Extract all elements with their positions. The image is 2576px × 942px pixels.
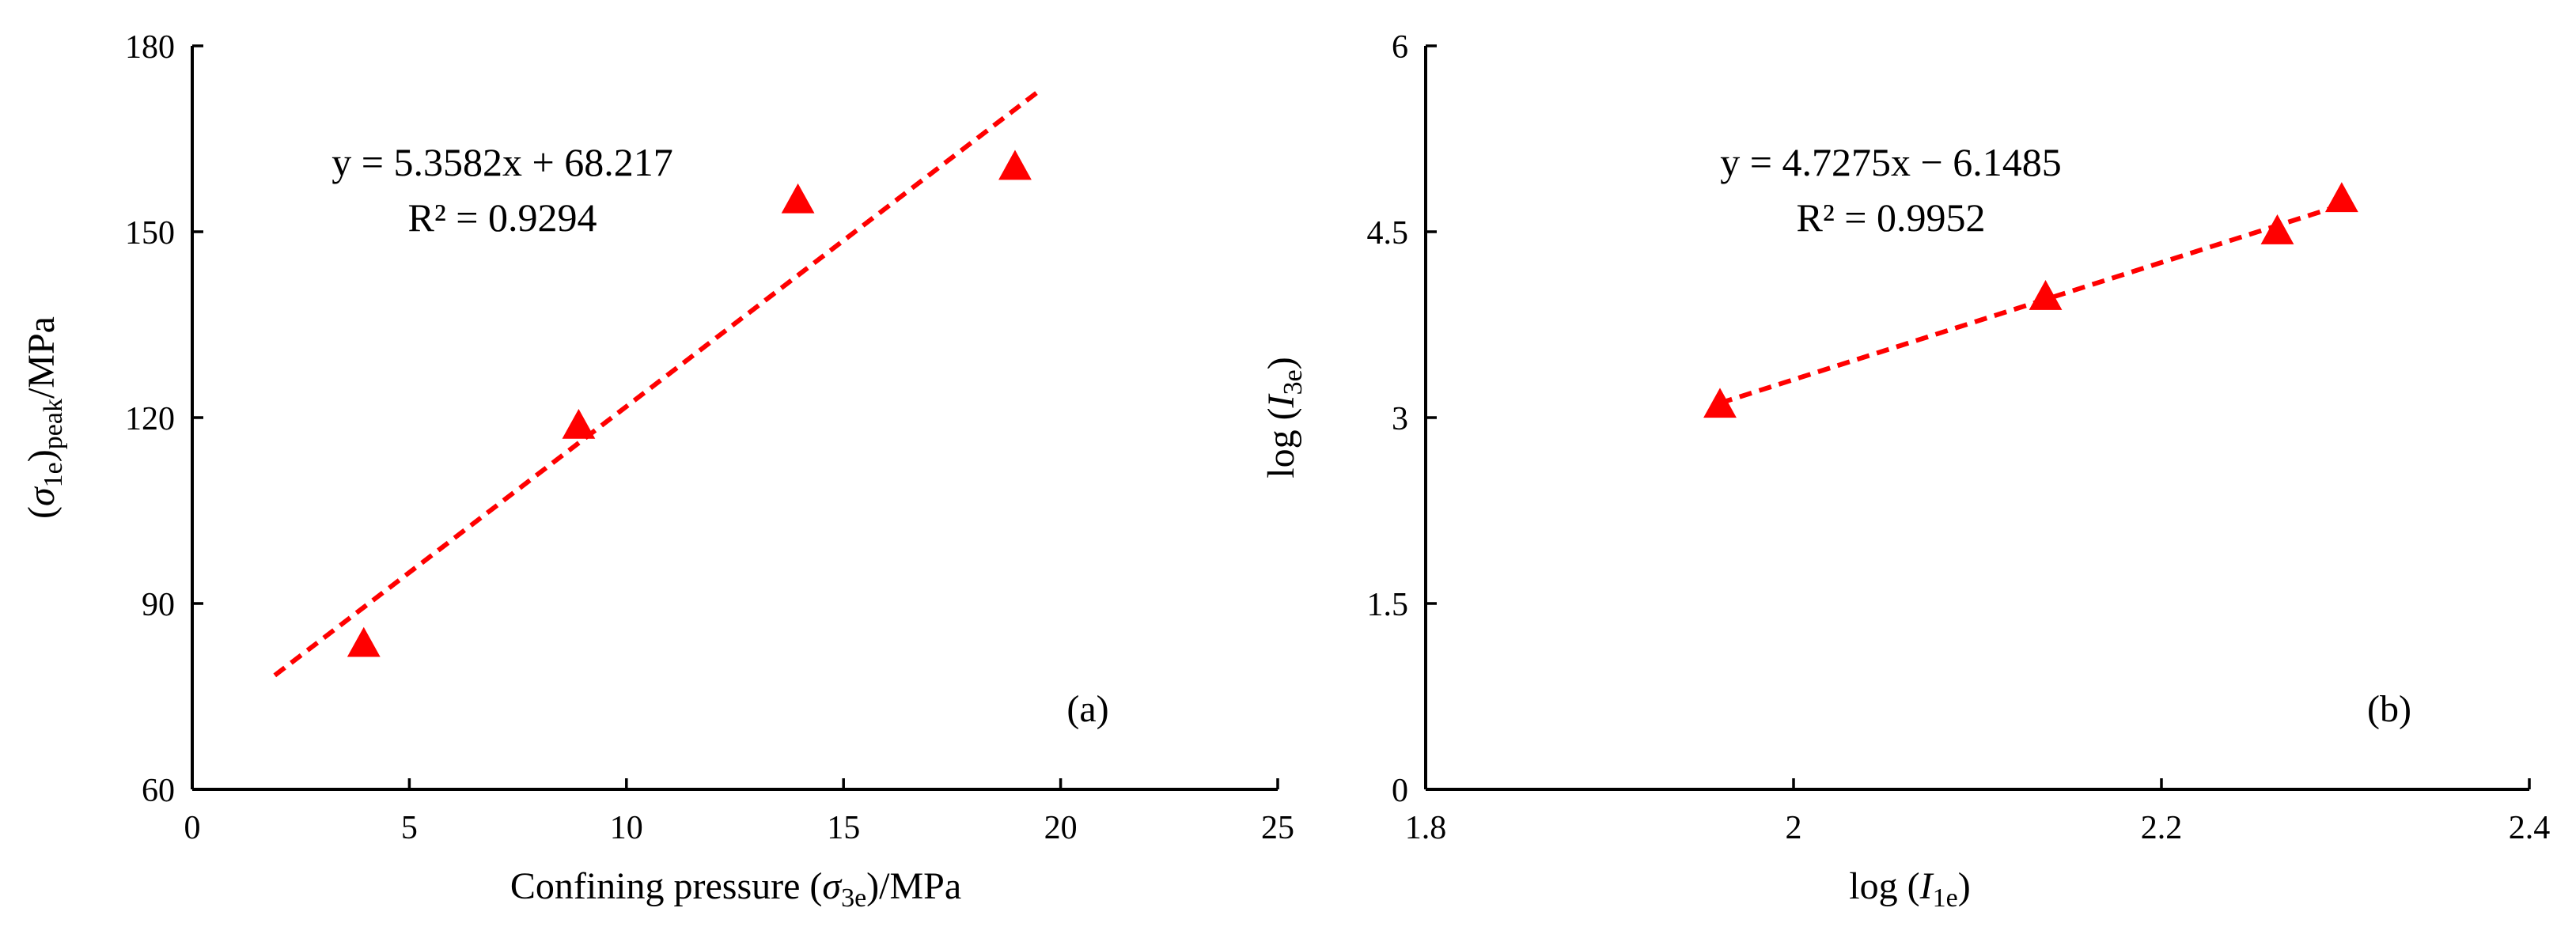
- data-point: [2029, 280, 2063, 310]
- panel-label: (a): [1066, 688, 1108, 730]
- y-tick-label: 180: [125, 29, 175, 66]
- trendline-equation: y = 4.7275x − 6.1485: [1720, 140, 2061, 184]
- y-tick-label: 150: [125, 215, 175, 252]
- x-tick-label: 20: [1044, 810, 1078, 846]
- x-tick-label: 2.2: [2141, 810, 2183, 846]
- x-tick-label: 15: [827, 810, 860, 846]
- x-tick-label: 2.4: [2509, 810, 2551, 846]
- y-tick-label: 1.5: [1367, 587, 1409, 623]
- data-point: [998, 149, 1032, 180]
- y-tick-label: 3: [1392, 401, 1408, 437]
- x-tick-label: 1.8: [1405, 810, 1447, 846]
- trendline-equation: y = 5.3582x + 68.217: [331, 140, 672, 184]
- x-axis-title: Confining pressure (σ3e)/MPa: [510, 865, 961, 913]
- r-squared-label: R² = 0.9294: [407, 195, 597, 240]
- y-tick-label: 90: [142, 587, 175, 623]
- y-tick-label: 120: [125, 401, 175, 437]
- y-tick-label: 0: [1392, 773, 1408, 809]
- data-point: [347, 626, 381, 657]
- x-tick-label: 2: [1786, 810, 1802, 846]
- y-tick-label: 4.5: [1367, 215, 1409, 252]
- x-tick-label: 0: [184, 810, 201, 846]
- y-axis-title: log (I3e): [1260, 357, 1308, 478]
- panel-b: 0 1.5 3 4.5 6 1.8 2 2.2 2.4 y = 4.7275x − 6.1485 R…: [1260, 29, 2550, 913]
- panel-label: (b): [2367, 688, 2411, 730]
- y-tick-label: 6: [1392, 29, 1408, 66]
- trendline: [1719, 201, 2347, 406]
- data-point: [2260, 214, 2294, 244]
- x-tick-label: 5: [401, 810, 418, 846]
- r-squared-label: R² = 0.9952: [1796, 195, 1985, 240]
- y-tick-label: 60: [142, 773, 175, 809]
- trendline: [273, 89, 1040, 678]
- data-point: [562, 408, 596, 439]
- panel-a: 60 90 120 150 180 0 5 10 15 20 25 y = 5.3582x + 68.…: [21, 29, 1294, 913]
- x-tick-label: 10: [610, 810, 643, 846]
- x-axis-title: log (I1e): [1849, 865, 1970, 913]
- x-tick-label: 25: [1261, 810, 1294, 846]
- data-point: [2324, 182, 2358, 213]
- data-point: [1703, 388, 1737, 418]
- data-point: [781, 183, 815, 214]
- y-axis-title: (σ1e)peak/MPa: [21, 316, 68, 519]
